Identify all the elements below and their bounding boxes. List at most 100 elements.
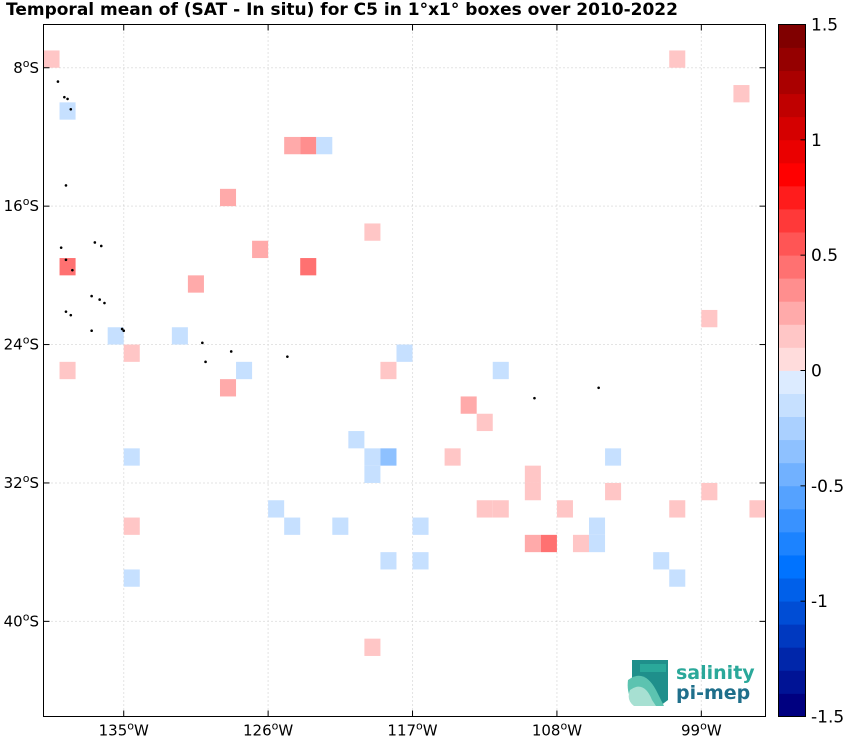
island-dot bbox=[122, 329, 126, 333]
x-tick-label: 99oW bbox=[681, 720, 722, 740]
data-box bbox=[59, 102, 76, 120]
logo-mark-icon bbox=[627, 660, 668, 706]
data-box bbox=[300, 258, 317, 276]
colorbar-bin bbox=[778, 70, 806, 95]
data-box bbox=[412, 517, 429, 535]
colorbar-bin bbox=[778, 24, 806, 48]
y-tick-label: 16oS bbox=[4, 195, 39, 215]
island-dot bbox=[66, 97, 69, 101]
data-box bbox=[540, 534, 557, 553]
colorbar-bin bbox=[778, 693, 806, 717]
data-box bbox=[364, 638, 381, 656]
colorbar-bin bbox=[778, 601, 806, 625]
island-dot bbox=[286, 355, 289, 358]
data-box bbox=[605, 448, 622, 466]
data-box bbox=[364, 223, 381, 241]
island-dot bbox=[98, 298, 101, 301]
colorbar-bin bbox=[778, 624, 806, 648]
colorbar-bin bbox=[778, 508, 806, 533]
data-box bbox=[107, 327, 124, 345]
data-box bbox=[300, 136, 317, 155]
data-box bbox=[236, 361, 253, 380]
y-tick-label: 32oS bbox=[4, 472, 39, 492]
y-tick-label: 24oS bbox=[4, 334, 39, 354]
colorbar-bin bbox=[778, 116, 806, 141]
data-box bbox=[252, 240, 269, 259]
logo-text-salinity: salinity bbox=[676, 662, 755, 684]
islands bbox=[56, 80, 600, 400]
colorbar-bin bbox=[778, 439, 806, 464]
data-box bbox=[380, 552, 397, 570]
x-tick-label: 135oW bbox=[99, 720, 149, 740]
y-tick-label: 8oS bbox=[13, 57, 39, 77]
data-box bbox=[605, 482, 622, 501]
island-dot bbox=[90, 294, 93, 298]
colorbar-bin bbox=[778, 139, 806, 164]
x-axis-ticks: 135oW 126oW 117oW 108oW 99oW bbox=[99, 24, 722, 740]
data-box bbox=[59, 361, 76, 380]
island-dot bbox=[201, 341, 204, 345]
data-box bbox=[123, 344, 140, 362]
data-box bbox=[364, 448, 381, 466]
colorbar-tick-label: 1.5 bbox=[811, 16, 838, 36]
data-box bbox=[219, 188, 237, 207]
island-dot bbox=[120, 327, 124, 331]
map-area bbox=[43, 24, 766, 717]
data-box bbox=[492, 500, 509, 518]
island-dot bbox=[69, 313, 73, 317]
data-box bbox=[653, 552, 670, 570]
salinity-pi-mep-logo: salinity pi-mep bbox=[627, 660, 755, 706]
data-box bbox=[332, 517, 349, 535]
data-box bbox=[556, 500, 573, 518]
data-box bbox=[123, 517, 140, 535]
data-box bbox=[348, 431, 365, 449]
data-box bbox=[701, 309, 718, 328]
colorbar bbox=[778, 24, 806, 717]
data-box bbox=[284, 517, 301, 535]
island-dot bbox=[204, 360, 207, 364]
colorbar-bin bbox=[778, 416, 806, 441]
data-box bbox=[123, 569, 140, 587]
colorbar-bin bbox=[778, 370, 806, 394]
data-box bbox=[524, 534, 541, 553]
data-box bbox=[460, 396, 477, 414]
colorbar-bin bbox=[778, 278, 806, 302]
island-dot bbox=[71, 268, 74, 272]
data-box bbox=[669, 569, 686, 587]
colorbar-bin bbox=[778, 47, 806, 72]
data-box bbox=[733, 85, 750, 103]
colorbar-tick-label: -0.5 bbox=[811, 477, 844, 497]
data-box bbox=[59, 258, 76, 276]
colorbar-tick-label: 0 bbox=[811, 362, 822, 382]
gridlines bbox=[43, 24, 766, 717]
data-box bbox=[219, 379, 237, 397]
data-box bbox=[589, 534, 606, 553]
data-box bbox=[187, 275, 204, 293]
data-box bbox=[749, 500, 766, 518]
data-box bbox=[492, 361, 509, 380]
y-axis-ticks: 8oS 16oS 24oS 32oS 40oS bbox=[4, 57, 766, 630]
colorbar-tick-label: 0.5 bbox=[811, 246, 838, 266]
colorbar-bin bbox=[778, 485, 806, 510]
data-box bbox=[476, 413, 493, 432]
y-tick-label: 40oS bbox=[4, 610, 39, 630]
data-box bbox=[316, 136, 333, 155]
data-box bbox=[524, 465, 541, 483]
colorbar-bin bbox=[778, 324, 806, 348]
data-boxes bbox=[43, 50, 766, 656]
colorbar-bin bbox=[778, 301, 806, 325]
data-box bbox=[380, 361, 397, 380]
data-box bbox=[364, 465, 381, 483]
chart-title: Temporal mean of (SAT - In situ) for C5 … bbox=[6, 0, 678, 20]
colorbar-bin bbox=[778, 555, 806, 579]
island-dot bbox=[93, 241, 97, 244]
island-dot bbox=[59, 246, 63, 249]
colorbar-bin bbox=[778, 670, 806, 694]
island-dot bbox=[90, 329, 93, 333]
colorbar-bin bbox=[778, 462, 806, 487]
island-dot bbox=[229, 350, 233, 353]
data-box bbox=[524, 482, 541, 501]
data-box bbox=[572, 534, 590, 553]
colorbar-bin bbox=[778, 185, 806, 210]
